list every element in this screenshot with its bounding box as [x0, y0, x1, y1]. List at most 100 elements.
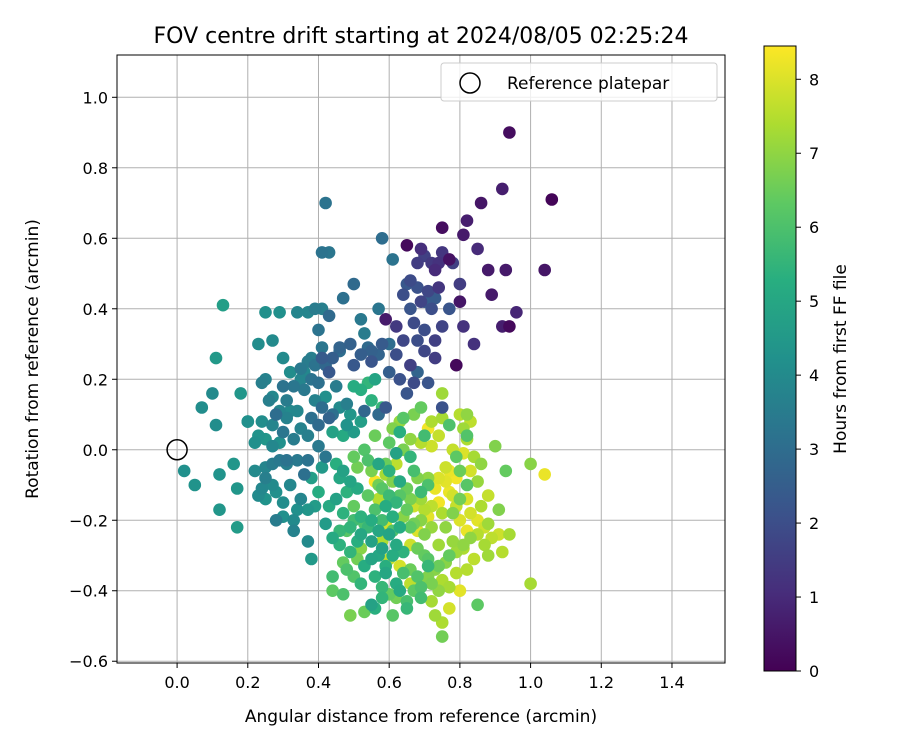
data-point — [421, 284, 435, 298]
data-point — [294, 362, 308, 376]
data-point — [443, 580, 456, 594]
y-tick-label: 0.4 — [83, 300, 108, 319]
data-point — [397, 334, 410, 347]
data-point — [273, 306, 286, 319]
data-point — [428, 263, 442, 277]
data-point — [326, 531, 339, 545]
data-point — [368, 570, 382, 583]
data-point — [276, 380, 290, 393]
data-point — [397, 288, 410, 302]
data-point — [312, 485, 325, 499]
data-point — [230, 482, 244, 495]
y-tick-label: 1.0 — [83, 88, 108, 107]
data-point — [372, 457, 385, 471]
data-point — [432, 559, 446, 573]
data-point — [407, 316, 421, 330]
data-point — [375, 542, 389, 555]
data-point — [474, 457, 488, 471]
data-point — [283, 478, 297, 492]
colorbar-tick-label: 8 — [809, 70, 819, 89]
data-point — [414, 295, 428, 309]
data-point — [351, 461, 364, 474]
data-point — [319, 517, 332, 531]
data-point — [382, 365, 396, 379]
data-point — [188, 478, 202, 492]
data-point — [428, 351, 442, 365]
data-point — [375, 337, 389, 351]
data-point — [375, 232, 389, 245]
data-point — [435, 387, 449, 400]
data-point — [471, 598, 484, 612]
y-axis-label: Rotation from reference (arcmin) — [23, 219, 43, 499]
data-point — [499, 464, 513, 478]
data-point — [450, 566, 463, 580]
data-point — [485, 288, 499, 302]
data-point — [464, 531, 477, 545]
data-point — [287, 380, 301, 393]
data-point — [492, 503, 506, 516]
legend: Reference platepar — [440, 62, 718, 102]
data-point — [206, 387, 219, 400]
data-point — [435, 221, 449, 234]
data-point — [347, 380, 361, 393]
data-point — [453, 295, 467, 309]
y-tick-label: 0.2 — [83, 370, 108, 389]
data-point — [443, 253, 456, 266]
data-point — [418, 429, 431, 443]
data-point — [252, 337, 265, 351]
x-tick-label: 0.0 — [164, 673, 189, 692]
data-point — [312, 323, 325, 337]
data-point — [421, 376, 435, 390]
data-point — [404, 358, 417, 372]
data-point — [358, 327, 371, 340]
data-point — [432, 281, 446, 294]
data-point — [379, 499, 393, 513]
data-point — [375, 514, 389, 527]
data-point — [365, 355, 378, 368]
data-point — [280, 454, 294, 467]
data-point — [209, 351, 223, 365]
data-point — [344, 408, 357, 421]
data-point — [393, 521, 407, 534]
data-point — [291, 503, 304, 516]
data-point — [471, 475, 484, 488]
data-point — [390, 496, 403, 509]
data-point — [276, 496, 290, 509]
legend-label-reference: Reference platepar — [507, 74, 669, 94]
data-point — [435, 506, 449, 520]
data-point — [312, 418, 325, 432]
colorbar-tick-label: 7 — [809, 144, 819, 163]
data-point — [439, 461, 453, 474]
data-point — [336, 429, 350, 443]
data-point — [425, 577, 438, 590]
data-point — [301, 503, 315, 516]
data-point — [524, 577, 537, 590]
data-point — [234, 387, 247, 400]
y-tick-label: 0.0 — [83, 441, 108, 460]
colorbar-tick-label: 3 — [809, 440, 819, 459]
data-point — [404, 521, 417, 534]
data-point — [287, 432, 301, 446]
colorbar: 0 1 2 3 4 5 6 7 8 Hours from first FF file — [763, 45, 851, 681]
data-point — [347, 499, 361, 513]
data-point — [425, 415, 438, 428]
data-point — [216, 298, 230, 312]
data-point — [397, 566, 410, 580]
data-point — [393, 475, 407, 488]
data-point — [404, 492, 417, 506]
data-point — [368, 373, 382, 386]
data-point — [411, 334, 424, 347]
data-point — [467, 337, 481, 351]
x-tick-label: 0.8 — [447, 673, 472, 692]
data-point — [322, 309, 336, 323]
colorbar-label: Hours from first FF file — [831, 264, 851, 454]
data-point — [414, 580, 428, 594]
data-point — [195, 401, 209, 414]
data-point — [414, 242, 428, 256]
data-point — [336, 291, 350, 305]
data-point — [425, 302, 438, 316]
data-point — [365, 514, 378, 527]
data-point — [400, 602, 414, 615]
data-point — [354, 577, 368, 590]
